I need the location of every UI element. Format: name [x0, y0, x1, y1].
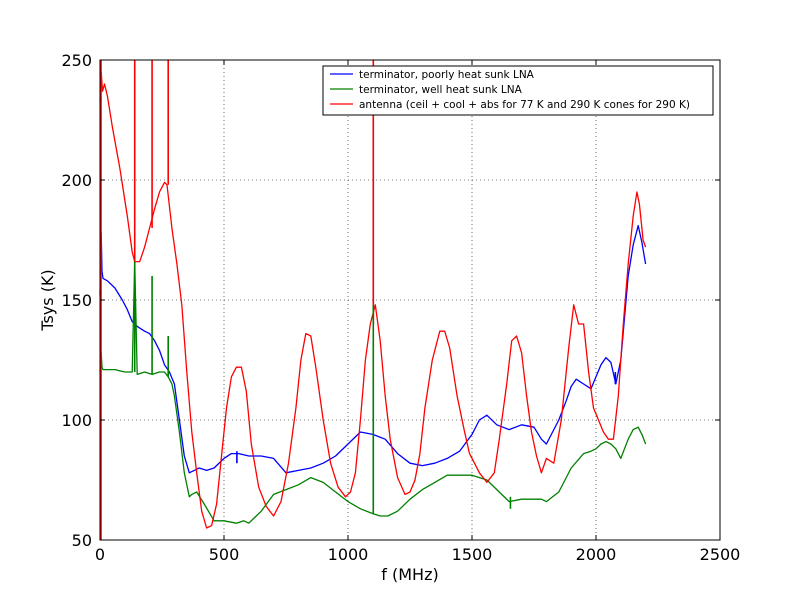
- legend-entry-terminator-poorly: terminator, poorly heat sunk LNA: [359, 69, 535, 81]
- y-tick-label: 250: [61, 51, 92, 70]
- y-tick-label: 50: [72, 531, 92, 550]
- x-tick-label: 1500: [452, 545, 493, 564]
- x-tick-label: 500: [209, 545, 240, 564]
- x-tick-label: 0: [95, 545, 105, 564]
- grid: [100, 60, 720, 540]
- y-axis-label: Tsys (K): [38, 269, 57, 331]
- series-line-terminator-well: [99, 260, 647, 524]
- y-tick-label: 100: [61, 411, 92, 430]
- series-line-terminator-poorly: [99, 224, 647, 474]
- series-layer: [99, 60, 647, 540]
- x-tick-label: 1000: [328, 545, 369, 564]
- ticks: 0 500 1000 1500 2000 2500 50 100 150 200 250: [61, 51, 740, 564]
- x-tick-label: 2000: [576, 545, 617, 564]
- series-line-antenna: [99, 71, 647, 529]
- legend-entry-terminator-well: terminator, well heat sunk LNA: [359, 84, 523, 96]
- x-axis-label: f (MHz): [381, 565, 438, 584]
- y-tick-label: 150: [61, 291, 92, 310]
- x-tick-label: 2500: [700, 545, 741, 564]
- legend-box: [322, 65, 714, 116]
- legend-entry-antenna: antenna (ceil + cool + abs for 77 K and …: [359, 99, 690, 111]
- legend: terminator, poorly heat sunk LNA termina…: [322, 65, 714, 116]
- y-tick-label: 200: [61, 171, 92, 190]
